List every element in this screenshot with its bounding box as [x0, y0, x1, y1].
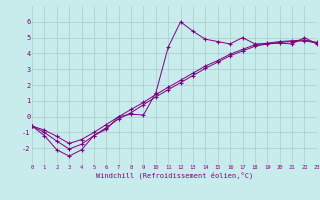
X-axis label: Windchill (Refroidissement éolien,°C): Windchill (Refroidissement éolien,°C) [96, 172, 253, 179]
